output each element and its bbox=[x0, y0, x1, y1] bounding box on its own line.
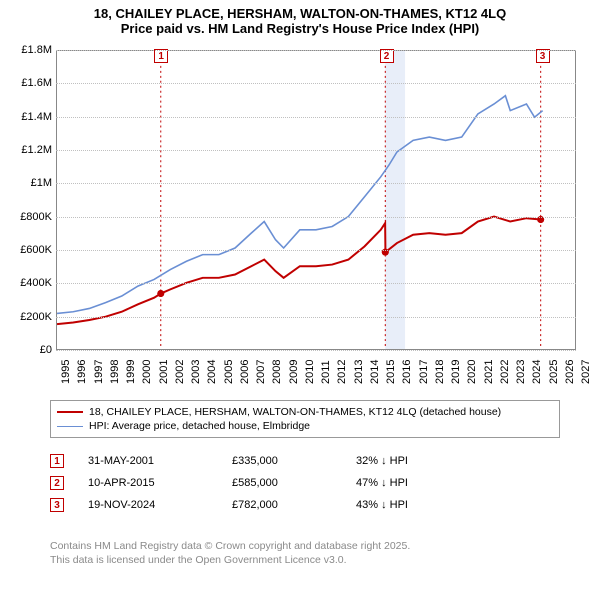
x-tick-label: 2000 bbox=[141, 360, 153, 384]
y-tick-label: £1.2M bbox=[8, 144, 52, 156]
y-tick-label: £1M bbox=[8, 177, 52, 189]
chart: 1 2 3 1995 1996 1997 1998 1999 2000 2001 2002 2003… bbox=[8, 42, 592, 392]
figure-root: 18, CHAILEY PLACE, HERSHAM, WALTON-ON-TH… bbox=[0, 0, 600, 590]
y-tick-label: £600K bbox=[8, 244, 52, 256]
x-tick-label: 2021 bbox=[483, 360, 495, 384]
x-tick-label: 2023 bbox=[515, 360, 527, 384]
gridline bbox=[56, 50, 576, 51]
x-tick-label: 2015 bbox=[385, 360, 397, 384]
y-tick-label: £1.4M bbox=[8, 111, 52, 123]
legend-swatch bbox=[57, 426, 83, 427]
chart-marker-3: 3 bbox=[536, 49, 550, 63]
sale-delta: 32% ↓ HPI bbox=[356, 455, 476, 467]
sale-price: £585,000 bbox=[232, 477, 332, 489]
x-tick-label: 1997 bbox=[93, 360, 105, 384]
sale-delta: 47% ↓ HPI bbox=[356, 477, 476, 489]
sale-delta: 43% ↓ HPI bbox=[356, 499, 476, 511]
footnote-line-2: This data is licensed under the Open Gov… bbox=[50, 554, 570, 568]
gridline bbox=[56, 250, 576, 251]
sale-marker-icon: 2 bbox=[50, 476, 64, 490]
x-tick-label: 2003 bbox=[190, 360, 202, 384]
sale-date: 19-NOV-2024 bbox=[88, 499, 208, 511]
gridline bbox=[56, 183, 576, 184]
x-tick-label: 2012 bbox=[336, 360, 348, 384]
y-tick-label: £1.8M bbox=[8, 44, 52, 56]
sale-point bbox=[157, 290, 164, 297]
x-tick-label: 2011 bbox=[320, 360, 332, 384]
x-tick-label: 2008 bbox=[271, 360, 283, 384]
title-line-2: Price paid vs. HM Land Registry's House … bbox=[8, 21, 592, 36]
x-tick-label: 2024 bbox=[531, 360, 543, 384]
y-tick-label: £800K bbox=[8, 211, 52, 223]
y-tick-label: £0 bbox=[8, 344, 52, 356]
sale-row-2: 2 10-APR-2015 £585,000 47% ↓ HPI bbox=[50, 472, 560, 494]
x-tick-label: 2016 bbox=[401, 360, 413, 384]
x-tick-label: 2010 bbox=[304, 360, 316, 384]
chart-marker-2: 2 bbox=[380, 49, 394, 63]
x-tick-label: 2004 bbox=[206, 360, 218, 384]
y-tick-label: £400K bbox=[8, 277, 52, 289]
footnote: Contains HM Land Registry data © Crown c… bbox=[50, 540, 570, 567]
legend-label: HPI: Average price, detached house, Elmb… bbox=[89, 420, 310, 432]
x-tick-label: 2020 bbox=[466, 360, 478, 384]
footnote-line-1: Contains HM Land Registry data © Crown c… bbox=[50, 540, 570, 554]
plot-area: 1 2 3 bbox=[56, 50, 576, 350]
legend-label: 18, CHAILEY PLACE, HERSHAM, WALTON-ON-TH… bbox=[89, 406, 501, 418]
y-tick-label: £200K bbox=[8, 311, 52, 323]
x-tick-label: 2006 bbox=[239, 360, 251, 384]
sale-price: £782,000 bbox=[232, 499, 332, 511]
gridline bbox=[56, 350, 576, 351]
x-tick-label: 2002 bbox=[174, 360, 186, 384]
series-hpi bbox=[57, 96, 543, 314]
series-price_paid bbox=[57, 217, 541, 325]
x-tick-label: 2009 bbox=[288, 360, 300, 384]
sale-marker-icon: 1 bbox=[50, 454, 64, 468]
chart-marker-1: 1 bbox=[154, 49, 168, 63]
sale-row-3: 3 19-NOV-2024 £782,000 43% ↓ HPI bbox=[50, 494, 560, 516]
gridline bbox=[56, 317, 576, 318]
x-tick-label: 2014 bbox=[369, 360, 381, 384]
sale-date: 31-MAY-2001 bbox=[88, 455, 208, 467]
x-tick-label: 2001 bbox=[158, 360, 170, 384]
x-tick-label: 2019 bbox=[450, 360, 462, 384]
x-tick-label: 1996 bbox=[76, 360, 88, 384]
plot-svg bbox=[57, 51, 575, 349]
x-tick-label: 2013 bbox=[353, 360, 365, 384]
legend-item-hpi: HPI: Average price, detached house, Elmb… bbox=[57, 419, 553, 433]
legend-item-price_paid: 18, CHAILEY PLACE, HERSHAM, WALTON-ON-TH… bbox=[57, 405, 553, 419]
sales-table: 1 31-MAY-2001 £335,000 32% ↓ HPI 2 10-APR-201… bbox=[50, 450, 560, 516]
x-tick-label: 1998 bbox=[109, 360, 121, 384]
x-tick-label: 1995 bbox=[60, 360, 72, 384]
sale-row-1: 1 31-MAY-2001 £335,000 32% ↓ HPI bbox=[50, 450, 560, 472]
x-tick-label: 2007 bbox=[255, 360, 267, 384]
x-tick-label: 2018 bbox=[434, 360, 446, 384]
gridline bbox=[56, 117, 576, 118]
x-tick-label: 2026 bbox=[564, 360, 576, 384]
gridline bbox=[56, 217, 576, 218]
gridline bbox=[56, 283, 576, 284]
x-tick-label: 2025 bbox=[548, 360, 560, 384]
legend: 18, CHAILEY PLACE, HERSHAM, WALTON-ON-TH… bbox=[50, 400, 560, 438]
sale-marker-icon: 3 bbox=[50, 498, 64, 512]
x-tick-label: 2027 bbox=[580, 360, 592, 384]
x-tick-label: 2017 bbox=[418, 360, 430, 384]
x-tick-label: 1999 bbox=[125, 360, 137, 384]
title-block: 18, CHAILEY PLACE, HERSHAM, WALTON-ON-TH… bbox=[0, 0, 600, 38]
gridline bbox=[56, 150, 576, 151]
x-tick-label: 2005 bbox=[223, 360, 235, 384]
x-tick-label: 2022 bbox=[499, 360, 511, 384]
title-line-1: 18, CHAILEY PLACE, HERSHAM, WALTON-ON-TH… bbox=[8, 6, 592, 21]
sale-price: £335,000 bbox=[232, 455, 332, 467]
gridline bbox=[56, 83, 576, 84]
x-axis-labels: 1995 1996 1997 1998 1999 2000 2001 2002 2003 2004… bbox=[56, 354, 576, 388]
legend-swatch bbox=[57, 411, 83, 413]
sale-date: 10-APR-2015 bbox=[88, 477, 208, 489]
y-tick-label: £1.6M bbox=[8, 77, 52, 89]
